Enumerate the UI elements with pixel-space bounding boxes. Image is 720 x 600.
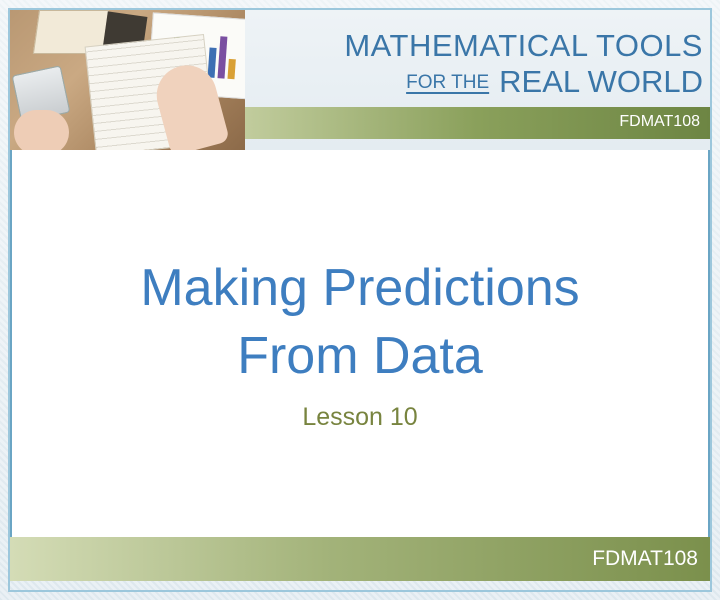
- header-banner: MATHEMATICAL TOOLS FOR THE REAL WORLD FDM…: [10, 10, 710, 150]
- slide-title: Making Predictions From Data: [12, 254, 708, 390]
- hand-image: [14, 110, 69, 150]
- course-title-line1: MATHEMATICAL TOOLS: [344, 28, 703, 63]
- slide-subtitle: Lesson 10: [302, 403, 418, 431]
- header-course-code: FDMAT108: [619, 113, 700, 130]
- slide-title-line1: Making Predictions: [140, 259, 580, 317]
- course-title-line2: FOR THE REAL WORLD: [248, 64, 703, 100]
- header-photo: [10, 10, 245, 150]
- slide-content: Making Predictions From Data Lesson 10: [10, 150, 710, 537]
- course-title-real-world: REAL WORLD: [499, 64, 703, 99]
- slide-border: [8, 8, 712, 592]
- slide-title-line2: From Data: [237, 327, 483, 385]
- header-green-strip: [245, 107, 710, 139]
- course-title-for-the: FOR THE: [406, 72, 490, 93]
- footer-course-code: FDMAT108: [592, 547, 698, 570]
- footer-banner: FDMAT108: [10, 537, 710, 581]
